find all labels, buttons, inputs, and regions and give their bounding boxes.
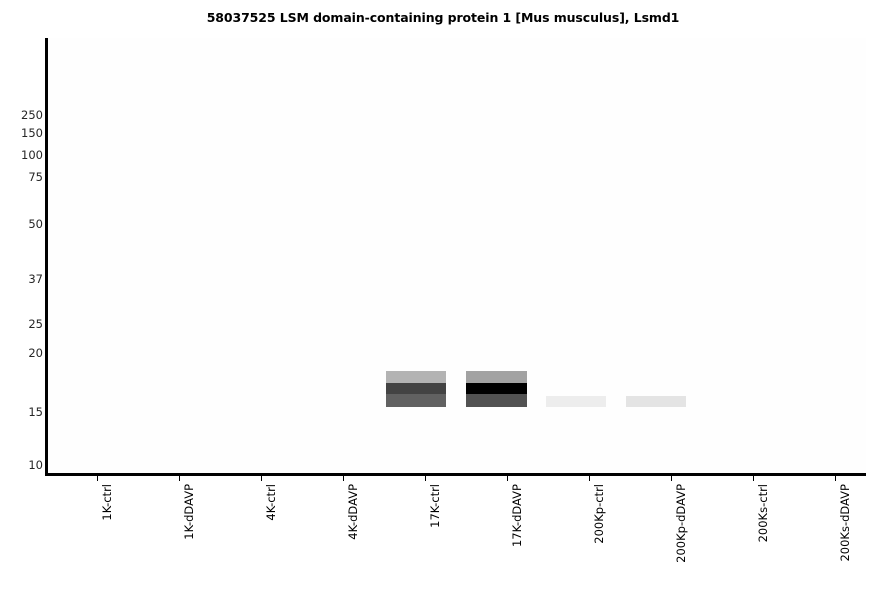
x-tick-label-holder: 1K-ctrl	[100, 484, 114, 594]
x-tick-label: 200Kp-dDAVP	[674, 484, 688, 563]
x-tick-label-holder: 200Kp-ctrl	[592, 484, 606, 594]
y-tick-label: 100	[21, 148, 43, 162]
y-tick-label: 10	[28, 458, 43, 472]
band-stripe	[546, 396, 606, 407]
page-title: 58037525 LSM domain-containing protein 1…	[206, 10, 680, 25]
band-stripe	[466, 383, 527, 394]
x-tick-mark	[261, 476, 262, 481]
y-tick-label: 20	[28, 346, 43, 360]
protein-band-17K-ctrl	[386, 38, 446, 474]
band-stripe	[386, 394, 446, 407]
x-tick-label-holder: 17K-dDAVP	[510, 484, 524, 594]
y-tick-label: 25	[28, 317, 43, 331]
x-tick-label-holder: 200Kp-dDAVP	[674, 484, 688, 594]
x-tick-label-holder: 4K-ctrl	[264, 484, 278, 594]
x-tick-label-holder: 4K-dDAVP	[346, 484, 360, 594]
x-tick-label: 4K-dDAVP	[346, 484, 360, 540]
x-tick-label-holder: 200Ks-dDAVP	[838, 484, 852, 594]
x-tick-label: 4K-ctrl	[264, 484, 278, 521]
y-tick-label: 37	[28, 272, 43, 286]
y-tick-label: 50	[28, 217, 43, 231]
x-tick-label: 17K-dDAVP	[510, 484, 524, 548]
band-stripe	[466, 394, 527, 407]
x-tick-label: 200Ks-dDAVP	[838, 484, 852, 562]
plot-area	[47, 38, 866, 474]
x-tick-mark	[753, 476, 754, 481]
y-tick-label: 150	[21, 126, 43, 140]
x-tick-label-holder: 17K-ctrl	[428, 484, 442, 594]
band-stripe	[386, 383, 446, 394]
band-stripe	[386, 371, 446, 383]
y-tick-label: 75	[28, 170, 43, 184]
protein-band-200Kp-ctrl	[546, 38, 606, 474]
x-tick-mark	[343, 476, 344, 481]
x-tick-label: 200Ks-ctrl	[756, 484, 770, 543]
x-tick-label: 1K-ctrl	[100, 484, 114, 521]
x-tick-label: 17K-ctrl	[428, 484, 442, 528]
band-stripe	[466, 371, 527, 383]
protein-band-17K-dDAVP	[466, 38, 527, 474]
x-axis-line	[45, 473, 866, 476]
x-tick-mark	[97, 476, 98, 481]
y-tick-label: 15	[28, 405, 43, 419]
x-tick-label-holder: 1K-dDAVP	[182, 484, 196, 594]
x-tick-label-holder: 200Ks-ctrl	[756, 484, 770, 594]
x-tick-mark	[425, 476, 426, 481]
band-stripe	[626, 396, 686, 407]
x-tick-mark	[589, 476, 590, 481]
x-tick-mark	[835, 476, 836, 481]
y-axis-line	[45, 38, 48, 476]
x-tick-mark	[507, 476, 508, 481]
x-tick-label: 1K-dDAVP	[182, 484, 196, 540]
x-tick-label: 200Kp-ctrl	[592, 484, 606, 544]
protein-band-200Kp-dDAVP	[626, 38, 686, 474]
y-axis-ticks: 250 150 100 75 50 37 25 20 15 10	[0, 0, 43, 595]
x-tick-mark	[671, 476, 672, 481]
y-tick-label: 250	[21, 108, 43, 122]
x-tick-mark	[179, 476, 180, 481]
